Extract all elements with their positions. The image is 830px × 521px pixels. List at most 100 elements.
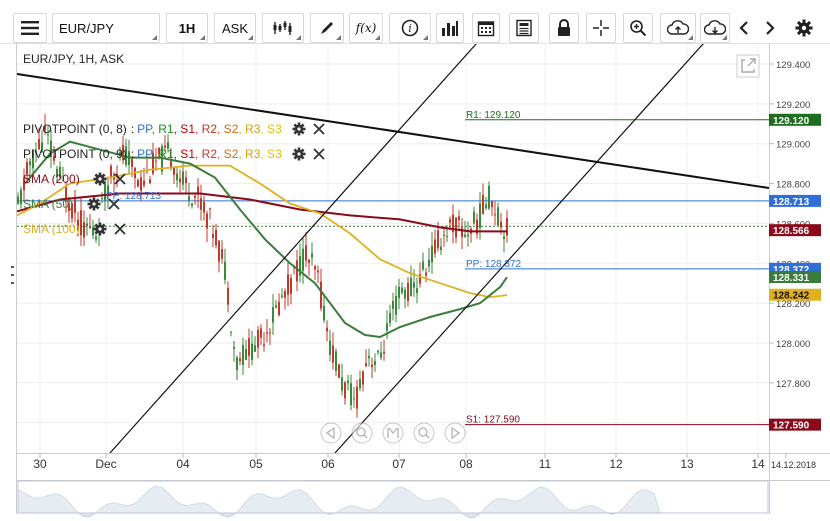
x-tick-label: 08 — [459, 457, 473, 471]
candle-body — [260, 328, 262, 338]
candle-body — [107, 185, 109, 196]
gear-icon[interactable] — [292, 147, 306, 161]
candle-body — [257, 330, 259, 348]
close-icon[interactable] — [313, 123, 325, 135]
zoom-out-button[interactable] — [351, 422, 373, 444]
close-icon[interactable] — [108, 198, 120, 210]
candle-body — [38, 139, 40, 150]
chart-type-button[interactable] — [262, 13, 304, 43]
candle-body — [239, 358, 241, 362]
y-tick-label: 129.000 — [776, 140, 810, 151]
candle-body — [452, 214, 454, 232]
crosshair-icon — [593, 20, 609, 36]
y-tick-label: 128.000 — [776, 339, 810, 350]
settings-button[interactable] — [790, 13, 818, 43]
candle-body — [299, 255, 301, 276]
svg-text:PIVOTPOINT (0, 8):PP, R1, S1,: PIVOTPOINT (0, 8): PP, R1, S1, R2, S2, R3… — [23, 122, 282, 136]
x-tick-label: 30 — [33, 457, 47, 471]
zoom-in-button[interactable] — [413, 422, 435, 444]
scroll-left-button[interactable] — [733, 13, 755, 43]
candle-body — [122, 145, 124, 160]
candle-body — [344, 382, 346, 399]
candle-body — [341, 377, 343, 391]
pan-left-button[interactable] — [320, 422, 342, 444]
symbol-selector[interactable]: EUR/JPY — [52, 13, 160, 43]
candle-body — [71, 203, 73, 219]
svg-text:i: i — [408, 22, 412, 35]
candle-body — [317, 270, 319, 273]
expand-chart-button[interactable] — [736, 54, 760, 78]
expand-icon — [741, 58, 756, 73]
function-button[interactable]: f(x) — [349, 13, 383, 43]
candle-body — [278, 301, 280, 316]
candle-body — [434, 239, 436, 254]
candle-body — [191, 203, 193, 206]
y-tick-label: 129.200 — [776, 100, 810, 111]
info-button[interactable]: i — [389, 13, 431, 43]
candle-body — [221, 249, 223, 259]
close-icon[interactable] — [313, 148, 325, 160]
lock-button[interactable] — [549, 13, 579, 43]
candle-body — [29, 161, 31, 166]
gear-icon[interactable] — [292, 122, 306, 136]
scroll-right-button[interactable] — [759, 13, 781, 43]
resistance-trend-line — [17, 73, 769, 189]
candle-body — [272, 306, 274, 323]
sma-50-legend: SMA (50) — [23, 197, 120, 211]
chart-area[interactable]: R1: 129.120 PP: 128.713 PP: 128.372 S1: … — [0, 44, 830, 521]
chevron-right-icon — [766, 21, 775, 35]
gear-icon[interactable] — [93, 222, 107, 236]
close-icon[interactable] — [114, 173, 126, 185]
navigator-window[interactable] — [17, 480, 769, 514]
pivot-level-s2: , S2 — [217, 147, 239, 161]
zoom-button[interactable] — [623, 13, 653, 43]
chevron-left-icon — [739, 21, 748, 35]
candle-body — [320, 281, 322, 309]
crosshair-button[interactable] — [586, 13, 616, 43]
sma-100-legend: SMA (100) — [23, 222, 126, 236]
calendar-icon — [477, 21, 495, 37]
channel-lower-line — [334, 44, 704, 453]
indicator-separator: : — [131, 122, 134, 136]
candle-body — [104, 181, 106, 201]
news-button[interactable] — [509, 13, 539, 43]
candle-body — [245, 348, 247, 361]
indicators-button[interactable] — [436, 13, 464, 43]
candle-body — [263, 344, 265, 346]
indicator-name: SMA (200) — [23, 172, 80, 186]
price-type-selector[interactable]: ASK — [214, 13, 256, 43]
navigator[interactable] — [17, 480, 769, 519]
download-button[interactable] — [700, 13, 730, 43]
reset-zoom-button[interactable] — [382, 422, 404, 444]
candle-body — [467, 234, 469, 237]
pan-right-button[interactable] — [444, 422, 466, 444]
candle-body — [173, 168, 175, 175]
upload-button[interactable] — [660, 13, 696, 43]
gear-icon[interactable] — [87, 197, 101, 211]
pivot-level-s3: , S3 — [260, 122, 282, 136]
candle-body — [425, 272, 427, 276]
candle-body — [152, 153, 154, 174]
price-chart[interactable]: R1: 129.120 PP: 128.713 PP: 128.372 S1: … — [0, 44, 830, 521]
candle-body — [356, 386, 358, 409]
candle-body — [41, 142, 43, 152]
candle-body — [182, 171, 184, 185]
interval-selector[interactable]: 1H — [166, 13, 208, 43]
candle-body — [488, 185, 490, 209]
draw-button[interactable] — [310, 13, 344, 43]
x-axis-ticks: 30 Dec 04 05 06 07 08 11 12 13 14 14.12.2018 — [33, 453, 816, 471]
candle-body — [347, 380, 349, 384]
candle-body — [236, 357, 238, 371]
candle-body — [56, 168, 58, 178]
candle-body — [248, 338, 250, 356]
menu-button[interactable] — [13, 13, 47, 43]
candle-body — [389, 313, 391, 323]
candle-body — [416, 288, 418, 294]
close-icon[interactable] — [114, 223, 126, 235]
gear-icon[interactable] — [93, 172, 107, 186]
r1-line-label: R1: 129.120 — [466, 110, 521, 121]
candle-body — [140, 177, 142, 191]
candle-body — [20, 189, 22, 205]
calendar-button[interactable] — [472, 13, 500, 43]
